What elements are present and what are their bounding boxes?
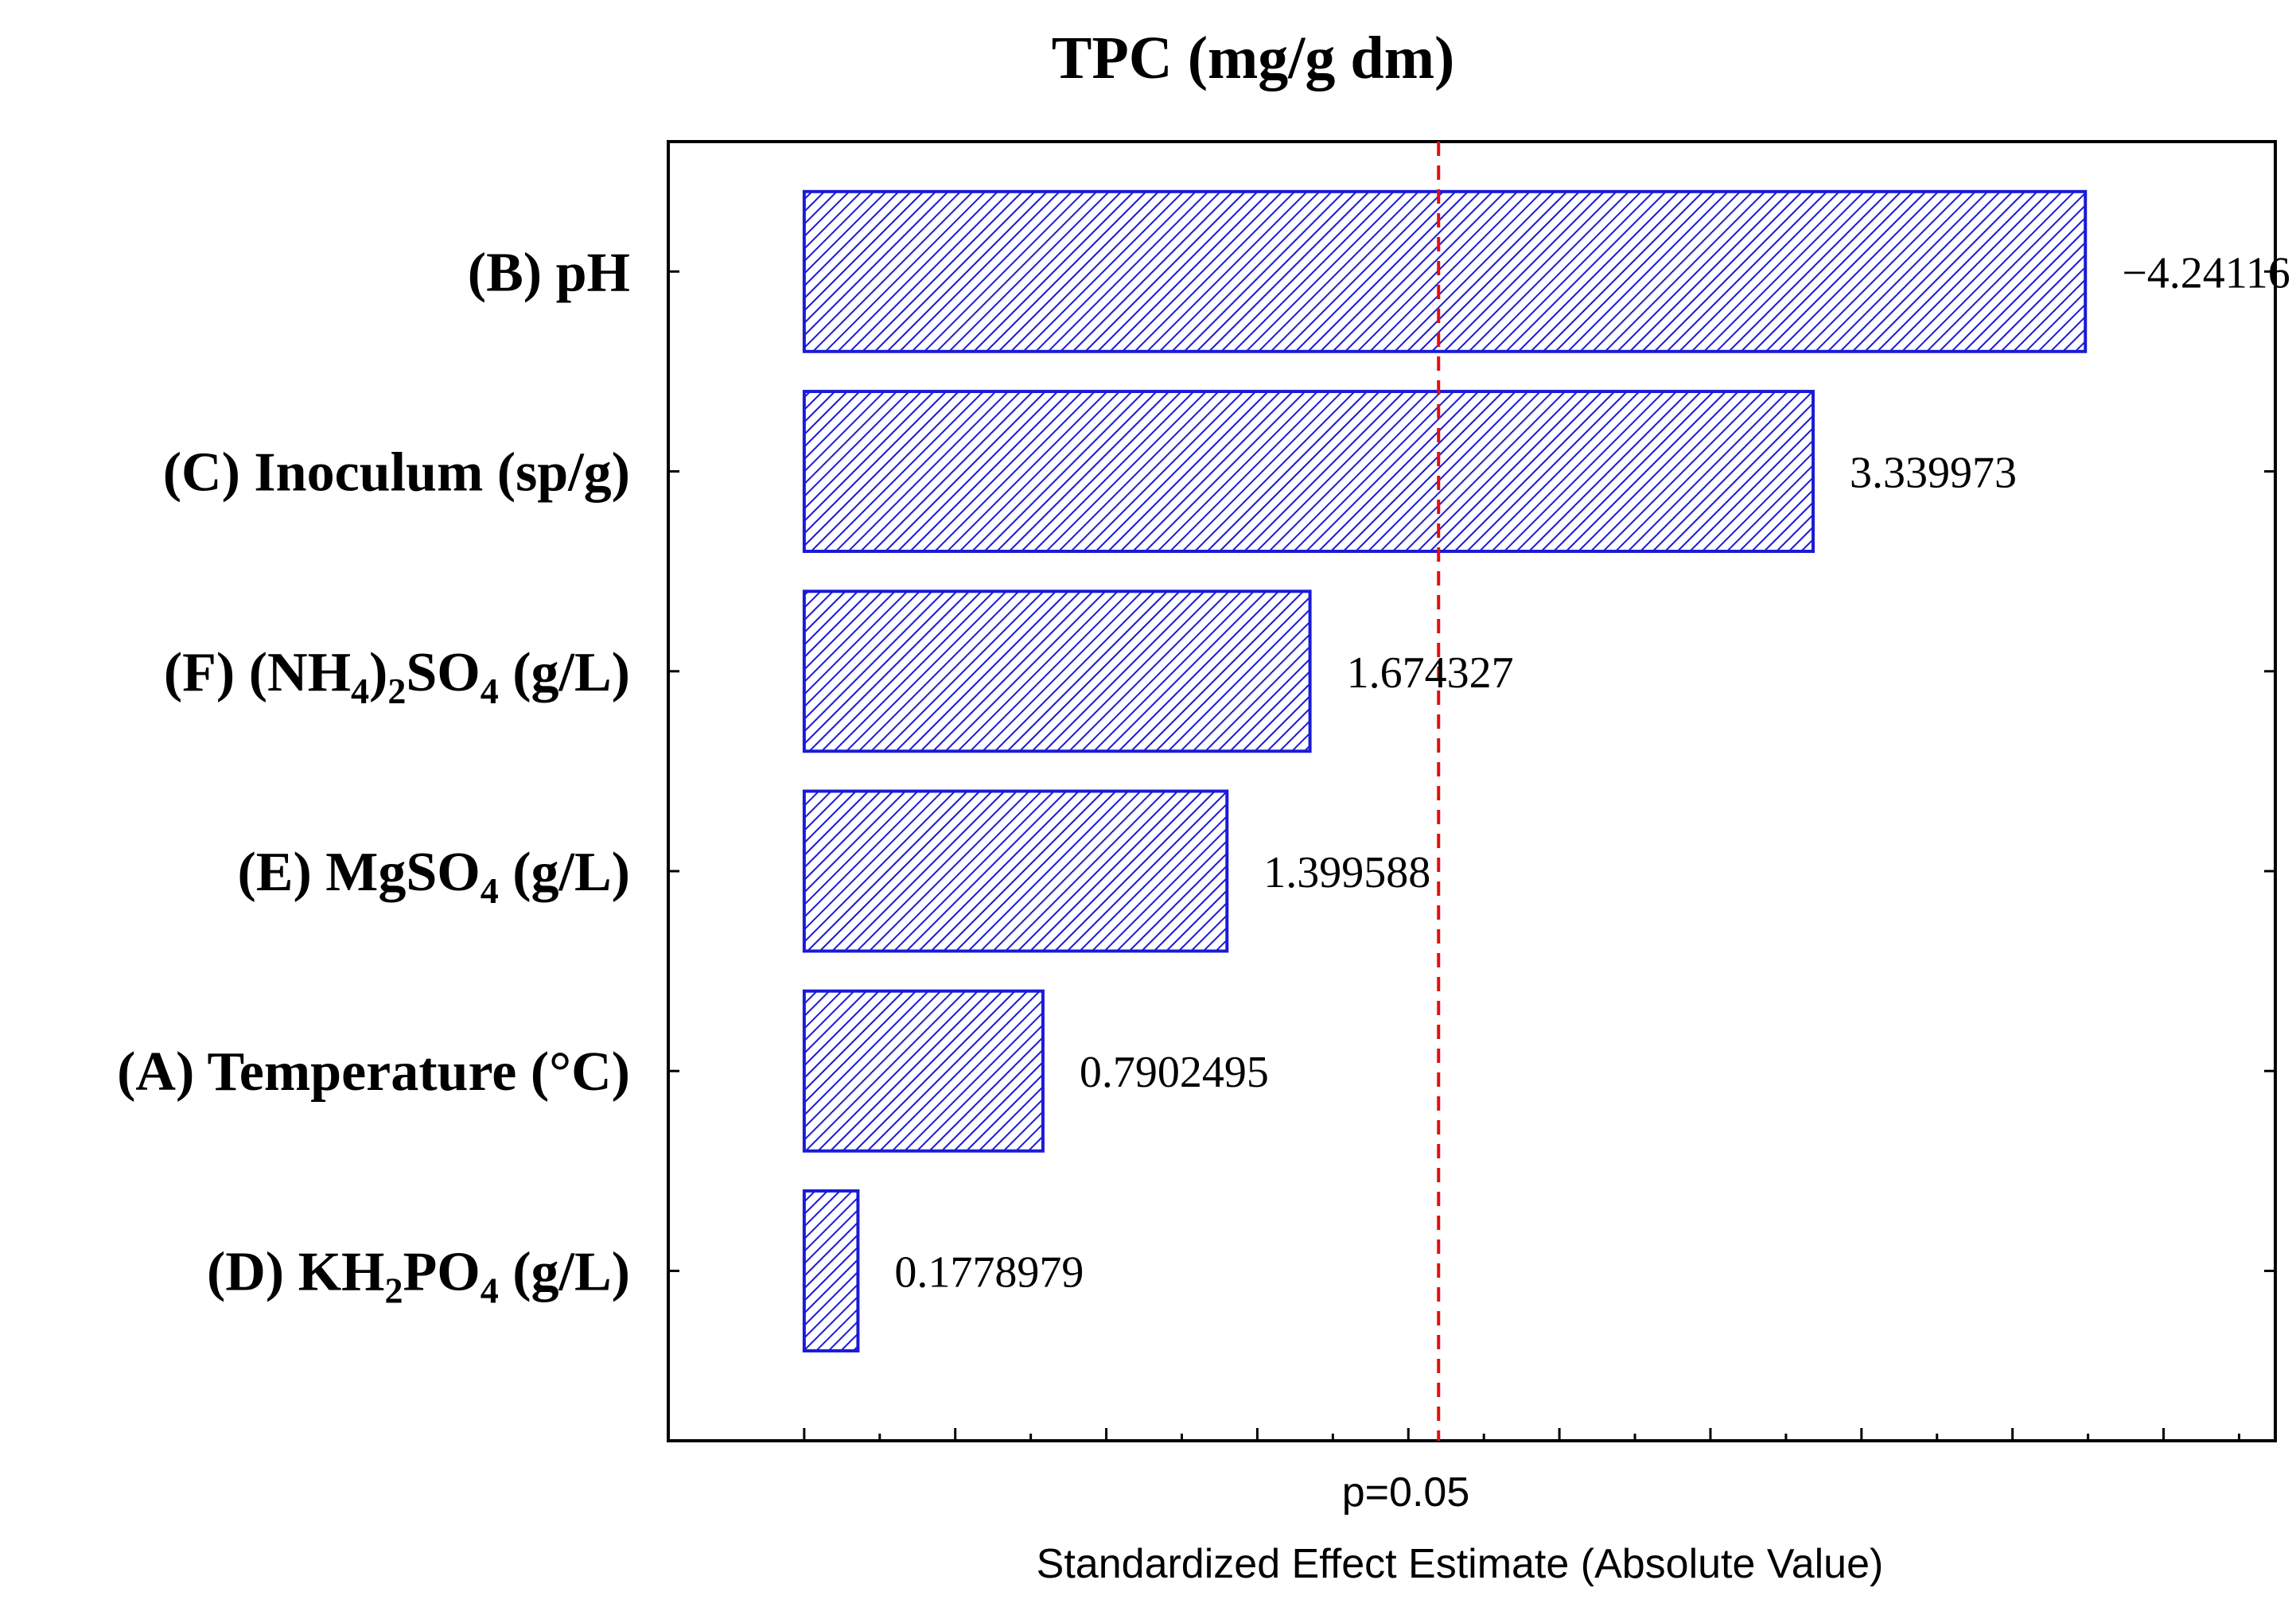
value-label: 1.399588: [1263, 848, 1430, 897]
bar: [802, 989, 1045, 1153]
category-label: (C) Inoculum (sp/g): [163, 442, 630, 504]
value-label: 0.1778979: [894, 1247, 1084, 1297]
bar: [802, 590, 1312, 753]
bar: [802, 189, 2088, 353]
category-label: (D) KH2PO4 (g/L): [207, 1241, 630, 1310]
value-label: −4.24116: [2122, 248, 2290, 298]
chart-title: TPC (mg/g dm): [1052, 25, 1455, 91]
bar: [802, 390, 1815, 554]
category-label: (E) MgSO4 (g/L): [237, 842, 630, 911]
reference-line-label: p=0.05: [1342, 1469, 1470, 1516]
value-label: 3.339973: [1850, 449, 2017, 498]
bar: [802, 789, 1229, 953]
category-label: (F) (NH4)2SO4 (g/L): [164, 642, 630, 711]
x-axis-label: Standardized Effect Estimate (Absolute V…: [1037, 1541, 1884, 1587]
value-label: 0.7902495: [1080, 1048, 1269, 1097]
bar: [802, 1189, 860, 1352]
value-label: 1.674327: [1347, 648, 1514, 698]
category-label: (B) pH: [468, 242, 630, 303]
category-label: (A) Temperature (°C): [117, 1041, 630, 1103]
